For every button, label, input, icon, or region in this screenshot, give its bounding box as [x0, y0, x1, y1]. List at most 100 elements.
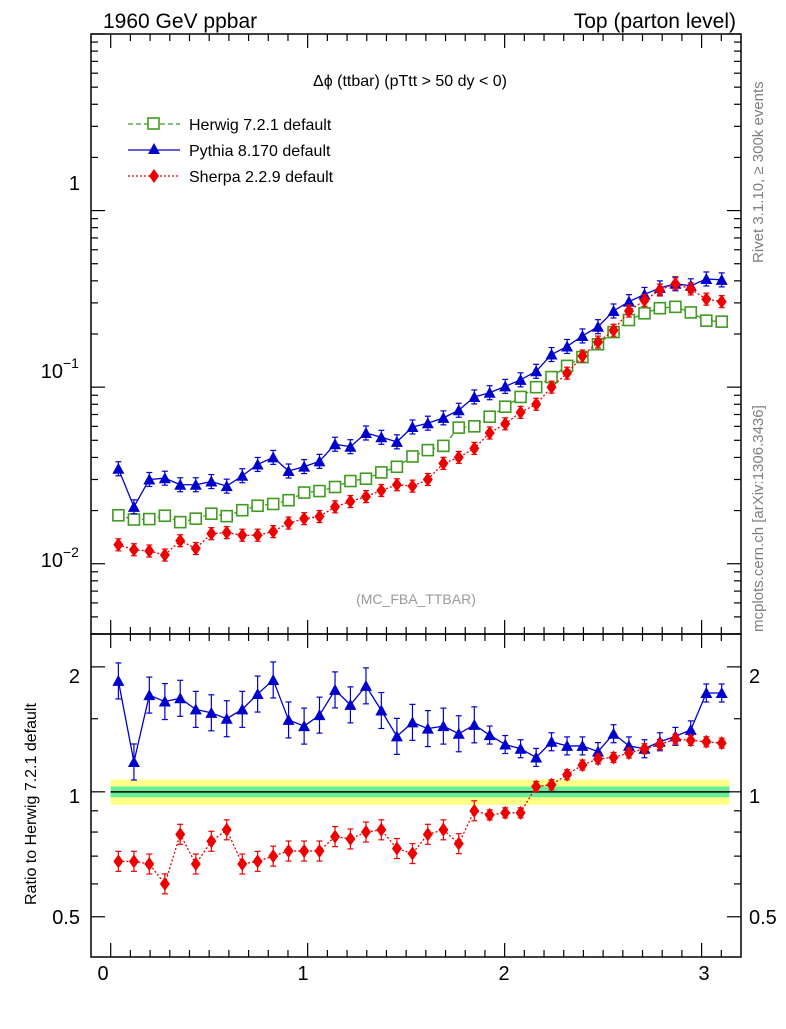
ratio-point-sherpa: [159, 876, 170, 891]
data-point-herwig: [468, 420, 481, 433]
series-line-sherpa: [118, 283, 722, 556]
legend: Herwig 7.2.1 default Pythia 8.170 defaul…: [128, 117, 334, 186]
ratio-point-sherpa: [221, 822, 232, 837]
ratio-ticks: [91, 634, 741, 957]
ratio-point-pythia: [143, 689, 156, 701]
data-point-pythia: [576, 329, 589, 341]
legend-item-herwig: Herwig 7.2.1 default: [128, 117, 332, 134]
series-line-pythia: [117, 278, 722, 509]
data-point-herwig: [700, 314, 713, 327]
data-point-pythia: [561, 340, 574, 352]
ratio-point-pythia: [251, 688, 264, 700]
series-pythia: [112, 271, 728, 515]
data-point-herwig: [437, 439, 450, 453]
data-point-sherpa: [577, 349, 588, 364]
ratio-point-pythia: [313, 709, 326, 721]
data-point-pythia: [329, 438, 342, 450]
ratio-point-pythia: [700, 687, 713, 699]
data-point-sherpa: [175, 533, 186, 548]
ratio-point-sherpa: [453, 836, 464, 851]
legend-herwig-label: Herwig 7.2.1 default: [189, 117, 332, 134]
data-point-sherpa: [268, 524, 279, 539]
data-point-pythia: [127, 500, 140, 512]
data-point-herwig: [127, 513, 141, 526]
data-point-sherpa: [128, 542, 139, 557]
ratio-point-sherpa: [670, 732, 681, 747]
ratio-panel: 2 1 0.5 2 1 0.5 Ratio to Herwig 7.2.1 de…: [23, 633, 777, 985]
data-point-herwig: [514, 390, 527, 404]
ratio-series-pythia: [112, 661, 728, 781]
data-point-pythia: [189, 478, 202, 490]
ratio-point-pythia: [483, 729, 496, 741]
ratio-point-pythia: [499, 738, 512, 750]
ratio-reference-band: [110, 779, 730, 805]
ratio-point-pythia: [127, 755, 140, 767]
data-point-sherpa: [252, 528, 263, 543]
main-y-tick-exp: −2: [63, 544, 79, 560]
data-point-sherpa: [716, 294, 727, 309]
main-y-tick-label-0.1: 10 −1: [41, 355, 79, 383]
ratio-point-sherpa: [237, 857, 248, 872]
data-point-sherpa: [469, 441, 480, 456]
ratio-point-pythia: [437, 720, 450, 732]
ratio-point-sherpa: [360, 825, 371, 840]
data-point-sherpa: [283, 516, 294, 531]
ratio-point-sherpa: [268, 849, 279, 864]
data-point-herwig: [313, 484, 326, 498]
ratio-y-tick-label-right-2: 2: [749, 666, 760, 688]
mcplots-label: mcplots.cern.ch [arXiv:1306.3436]: [750, 405, 767, 632]
ratio-line-sherpa: [118, 738, 722, 886]
main-panel: 1 10 −1 10 −2 Δϕ (ttbar) (pTtt > 50 dy <…: [41, 33, 742, 635]
data-point-pythia: [236, 469, 249, 481]
x-tick-label-2: 2: [498, 963, 509, 985]
ratio-point-pythia: [158, 695, 171, 707]
ratio-point-sherpa: [299, 844, 310, 859]
data-point-sherpa: [314, 509, 325, 524]
main-y-tick-label-1: 1: [69, 173, 80, 195]
ratio-point-sherpa: [438, 822, 449, 837]
ratio-point-sherpa: [623, 746, 634, 761]
data-point-sherpa: [376, 483, 387, 498]
data-point-sherpa: [500, 416, 511, 431]
main-y-tick-label-0.01: 10 −2: [41, 544, 79, 572]
data-point-herwig: [653, 301, 667, 315]
ratio-point-pythia: [298, 720, 311, 732]
data-point-pythia: [622, 295, 635, 307]
data-point-pythia: [700, 272, 713, 284]
ratio-point-sherpa: [515, 805, 526, 820]
legend-pythia-label: Pythia 8.170 default: [189, 143, 331, 160]
ratio-point-pythia: [576, 739, 589, 751]
data-point-sherpa: [190, 541, 201, 556]
ratio-point-pythia: [561, 739, 574, 751]
ratio-point-pythia: [174, 692, 187, 704]
ratio-point-pythia: [220, 712, 233, 724]
data-point-pythia: [499, 380, 512, 392]
ratio-point-pythia: [205, 706, 218, 718]
ratio-point-sherpa: [314, 844, 325, 859]
data-point-herwig: [375, 466, 388, 479]
data-point-herwig: [684, 306, 698, 319]
ratio-point-sherpa: [701, 734, 712, 749]
ratio-line-pythia: [117, 678, 722, 763]
ratio-point-sherpa: [206, 834, 217, 849]
ratio-point-sherpa: [345, 831, 356, 846]
x-tick-label-3: 3: [698, 963, 709, 985]
data-point-sherpa: [206, 526, 217, 541]
data-point-herwig: [328, 480, 342, 494]
data-point-herwig: [390, 460, 404, 474]
data-point-herwig: [251, 499, 264, 513]
legend-herwig-marker: [147, 117, 160, 130]
ratio-point-sherpa: [128, 854, 139, 869]
ratio-point-sherpa: [654, 737, 665, 752]
data-point-sherpa: [407, 479, 418, 494]
data-point-sherpa: [608, 323, 619, 338]
rivet-label: Rivet 3.1.10, ≥ 300k events: [750, 81, 767, 263]
data-point-herwig: [344, 474, 357, 488]
data-point-pythia: [174, 478, 187, 490]
ratio-point-pythia: [530, 751, 543, 763]
data-point-sherpa: [345, 494, 356, 509]
ratio-series-layer: [112, 661, 728, 895]
x-tick-label-1: 1: [297, 963, 308, 985]
data-point-pythia: [437, 411, 450, 423]
